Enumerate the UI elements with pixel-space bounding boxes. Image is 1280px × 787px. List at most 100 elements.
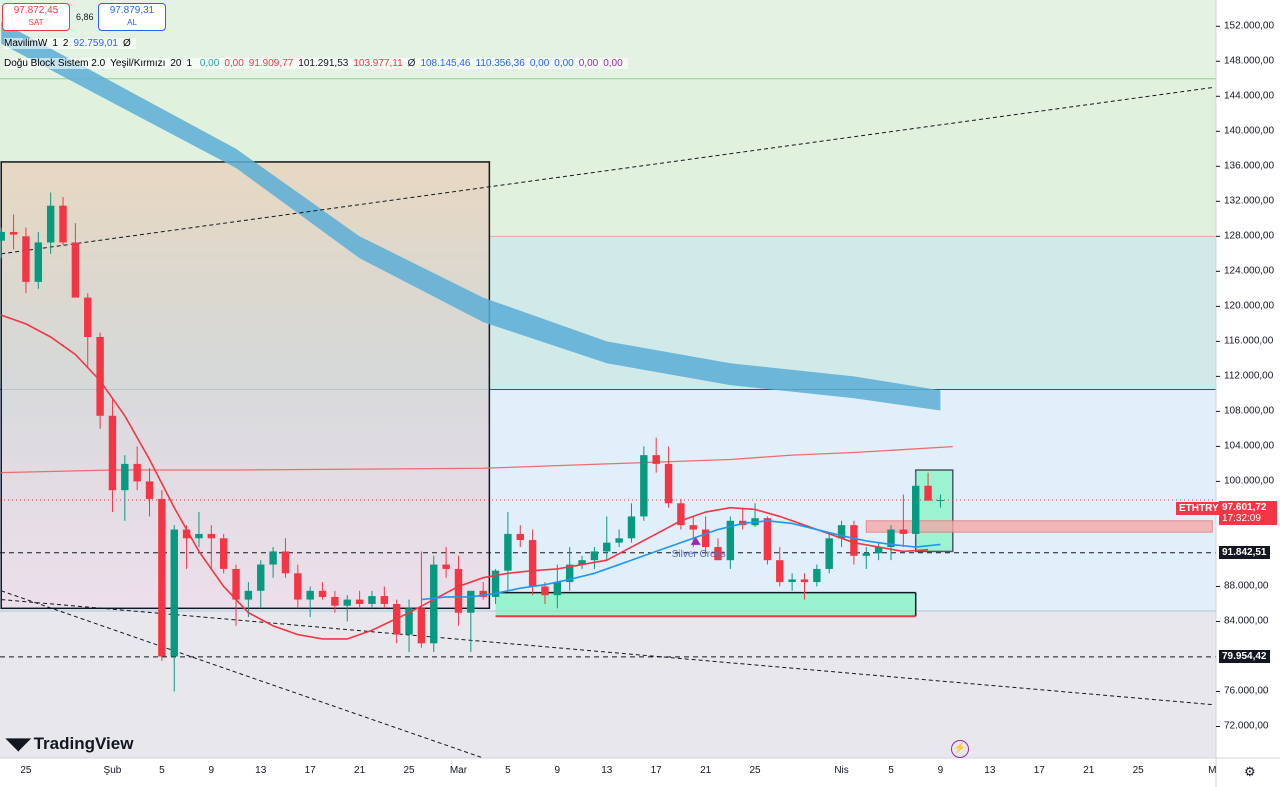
candle-body xyxy=(528,540,537,587)
background-zones xyxy=(0,0,1216,758)
ind2-param: 1 xyxy=(186,58,193,69)
buy-price: 97.879,31 xyxy=(109,5,155,16)
tradingview-logo[interactable]: ◥◤ TradingView xyxy=(6,734,133,754)
lightning-icon[interactable]: ⚡ xyxy=(951,740,969,758)
candle-body xyxy=(603,542,611,552)
candle-body xyxy=(800,579,809,583)
ind2-value: 0,00 xyxy=(199,58,220,69)
candle-body xyxy=(467,590,475,613)
ind1-name: MavilimW xyxy=(4,38,48,49)
ind2-param: 20 xyxy=(170,58,182,69)
x-tick-label: 13 xyxy=(601,765,613,776)
candle-body xyxy=(899,529,908,534)
x-tick-label: 25 xyxy=(749,765,761,776)
candle-body xyxy=(405,608,413,635)
y-tick-label: 132.000,00 xyxy=(1224,195,1275,207)
ind2-value: 108.145,46 xyxy=(420,58,471,69)
x-tick-label: 25 xyxy=(403,765,415,776)
candle-body xyxy=(195,533,203,539)
x-tick-label: 21 xyxy=(354,765,366,776)
marker-tag-1: 91.842,51 xyxy=(1219,545,1270,559)
ind2-name: Doğu Block Sistem 2.0 xyxy=(4,58,106,69)
candle-body xyxy=(269,551,277,565)
candle-body xyxy=(590,551,599,561)
candle-body xyxy=(96,336,104,416)
candle-body xyxy=(219,538,228,569)
y-tick-label: 88.000,00 xyxy=(1224,580,1269,592)
candle-body xyxy=(170,529,178,657)
settings-gear-icon[interactable]: ⚙ xyxy=(1244,764,1256,779)
ind2-param: Yeşil/Kırmızı xyxy=(110,58,166,69)
candle-body xyxy=(887,529,895,548)
candle-body xyxy=(565,564,574,583)
ind2-value: 103.977,11 xyxy=(353,58,403,69)
x-tick-label: 13 xyxy=(255,765,267,776)
candle-body xyxy=(46,205,55,243)
x-tick-label: 9 xyxy=(208,765,215,776)
y-tick-label: 112.000,00 xyxy=(1224,370,1274,382)
candle-body xyxy=(257,564,265,591)
candle-body xyxy=(331,596,339,606)
candle-body xyxy=(689,525,697,530)
ind2-value: 0,00 xyxy=(529,58,550,69)
ind1-param: 2 xyxy=(62,38,69,49)
mavilim-legend[interactable]: MavilimW 1 2 92.759,01 Ø xyxy=(4,38,136,49)
ind2-value: 0,00 xyxy=(554,58,574,69)
candle-body xyxy=(726,520,735,561)
countdown: 17:32:09 xyxy=(1222,513,1261,524)
ind2-value: 0,00 xyxy=(603,58,623,69)
y-tick-label: 100.000,00 xyxy=(1224,475,1275,487)
candle-body xyxy=(182,529,191,539)
silver-cross-label: Silver Cross xyxy=(672,549,726,560)
x-tick-label: 5 xyxy=(159,765,165,776)
y-tick-label: 148.000,00 xyxy=(1224,55,1275,67)
x-tick-label: 5 xyxy=(888,765,894,776)
x-tick-label: Nis xyxy=(834,765,849,776)
sell-price: 97.872,45 xyxy=(13,5,59,16)
x-tick-label: 25 xyxy=(1132,765,1144,776)
x-tick-label: M xyxy=(1208,765,1217,776)
y-tick-label: 120.000,00 xyxy=(1224,300,1275,312)
candle-body xyxy=(9,231,18,235)
silver-cross-arrow xyxy=(690,536,701,545)
candle-body xyxy=(813,568,821,583)
candle-body xyxy=(627,516,636,539)
x-tick-label: 17 xyxy=(1033,765,1045,776)
x-tick-label: 13 xyxy=(984,765,996,776)
x-tick-label: 9 xyxy=(937,765,944,776)
candle-body xyxy=(281,551,290,574)
ind2-value: 0,00 xyxy=(578,58,599,69)
candle-body xyxy=(343,599,351,606)
candle-body xyxy=(714,547,722,561)
spread: 6,86 xyxy=(76,12,94,22)
tv-logo-icon: ◥◤ xyxy=(6,736,31,753)
candle-body xyxy=(541,586,549,596)
candle-body xyxy=(615,538,623,543)
candle-body xyxy=(553,582,562,596)
candle-body xyxy=(442,564,450,569)
ind2-value: 110.356,36 xyxy=(475,58,525,69)
candle-body xyxy=(22,236,30,282)
x-tick-label: 5 xyxy=(505,765,511,776)
candle-body xyxy=(912,485,920,534)
sell-button[interactable]: 97.872,45 SAT xyxy=(2,3,70,31)
candle-body xyxy=(71,242,80,298)
candle-body xyxy=(850,525,858,556)
candle-body xyxy=(874,547,883,554)
candle-body xyxy=(158,498,166,657)
dogu-block-legend[interactable]: Doğu Block Sistem 2.0 Yeşil/Kırmızı 20 1 0,… xyxy=(4,58,628,69)
candle-body xyxy=(34,242,43,282)
candle-body xyxy=(652,455,660,464)
y-tick-label: 152.000,00 xyxy=(1224,20,1275,32)
buy-button[interactable]: 97.879,31 AL xyxy=(98,3,166,31)
marker-tag-2: 79.954,42 xyxy=(1219,649,1270,663)
y-tick-label: 108.000,00 xyxy=(1224,405,1275,417)
x-tick-label: 17 xyxy=(304,765,316,776)
candle-body xyxy=(121,463,129,491)
trendline-down-2 xyxy=(1,590,484,759)
x-tick-label: 21 xyxy=(1083,765,1095,776)
candle-body xyxy=(232,568,240,600)
candle-body xyxy=(59,205,67,243)
y-tick-label: 136.000,00 xyxy=(1224,160,1275,172)
